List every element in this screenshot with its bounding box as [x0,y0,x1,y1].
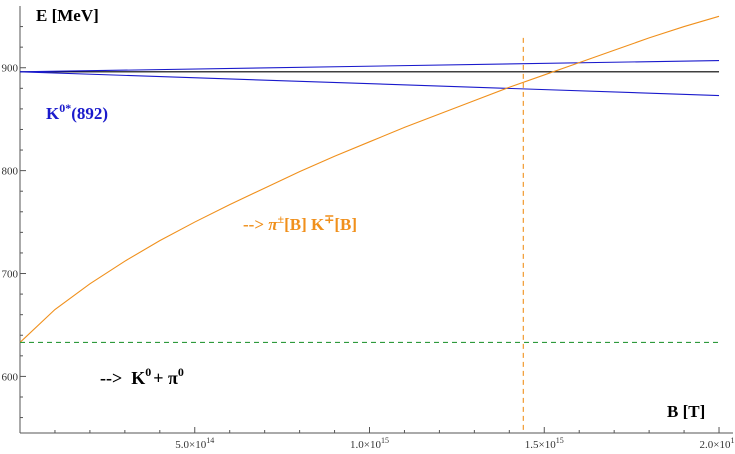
series-k0star-upper [19,59,720,73]
pi-k-pi-sup: ± [278,212,285,226]
y-ticks: 600 700 800 900 [2,26,26,419]
k0star-label-sup: 0* [59,101,71,115]
pi-k-k-sup: ∓ [324,212,334,226]
k0-pi0-k: K [131,368,145,388]
x-tick-exponent: 15 [731,436,735,445]
y-tick-label: 900 [2,63,19,75]
k0-pi0-plus: + π [153,368,178,388]
x-tick-label: 1.0×1015 [350,436,389,451]
series-group [19,15,720,430]
pi-k-arrow: --> [243,215,268,234]
x-axis-label: B [T] [667,402,705,421]
k0star-label: K0*(892) [46,101,108,123]
series-pi-k-threshold [19,15,720,343]
x-tick-label: 5.0×1014 [175,436,214,451]
x-tick-exponent: 15 [556,436,564,445]
k0star-label-rest: (892) [71,104,108,123]
x-tick-mantissa: 1.5 [525,439,539,451]
x-tick-mantissa: 1.0 [350,439,364,451]
k0-pi0-pi-sup: 0 [178,365,184,379]
x-tick-exponent: 15 [381,436,389,445]
x-tick-times: ×10 [539,439,557,451]
y-tick-label: 600 [2,371,19,383]
x-tick-times: ×10 [189,439,207,451]
series-k0star-lower [19,71,720,97]
x-tick-mantissa: 2.0 [700,439,714,451]
y-axis-label: E [MeV] [36,6,99,25]
x-tick-label: 2.0×1015 [700,436,735,451]
k0star-label-base: K [46,104,60,123]
pi-k-pi: π [268,215,278,234]
x-tick-mantissa: 5.0 [175,439,189,451]
x-tick-exponent: 14 [206,436,214,445]
x-tick-times: ×10 [364,439,382,451]
k0-pi0-k-sup: 0 [145,365,151,379]
k0-pi0-label: --> K0 + π0 [100,365,184,388]
x-tick-times: ×10 [713,439,731,451]
k0-pi0-arrow: --> [100,368,131,388]
y-tick-label: 800 [2,166,19,178]
pi-k-mid: [B] K [284,215,325,234]
pi-k-rest: [B] [334,215,357,234]
y-tick-label: 700 [2,269,19,281]
pi-k-label: --> π±[B] K∓[B] [243,212,357,234]
x-tick-label: 1.5×1015 [525,436,564,451]
